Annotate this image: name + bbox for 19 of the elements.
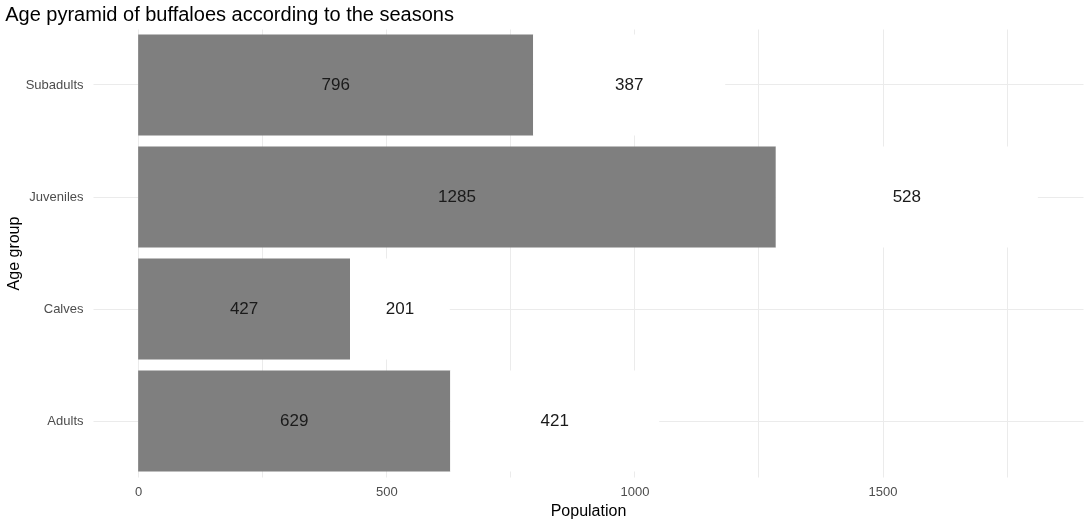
y-tick-label: Calves (43, 301, 84, 316)
data-label: 528 (892, 187, 922, 206)
y-axis-title: Age group (4, 216, 22, 291)
x-tick-label: 0 (135, 483, 143, 499)
data-label: 629 (280, 411, 309, 430)
y-tick-label: Subadults (25, 77, 84, 92)
x-tick-label: 500 (375, 483, 398, 499)
x-tick-label: 1500 (868, 483, 898, 499)
data-label: 1285 (438, 187, 476, 206)
data-label: 796 (321, 75, 350, 94)
data-label: 201 (385, 299, 415, 318)
x-axis-title: Population (550, 501, 627, 519)
data-label: 427 (229, 299, 259, 318)
chart-title: Age pyramid of buffaloes according to the seasons (5, 3, 454, 25)
y-tick-label: Adults (47, 413, 84, 428)
data-label: 421 (540, 411, 569, 430)
data-label: 387 (615, 75, 644, 94)
x-tick-label: 1000 (620, 483, 650, 499)
y-tick-label: Juveniles (29, 189, 84, 204)
